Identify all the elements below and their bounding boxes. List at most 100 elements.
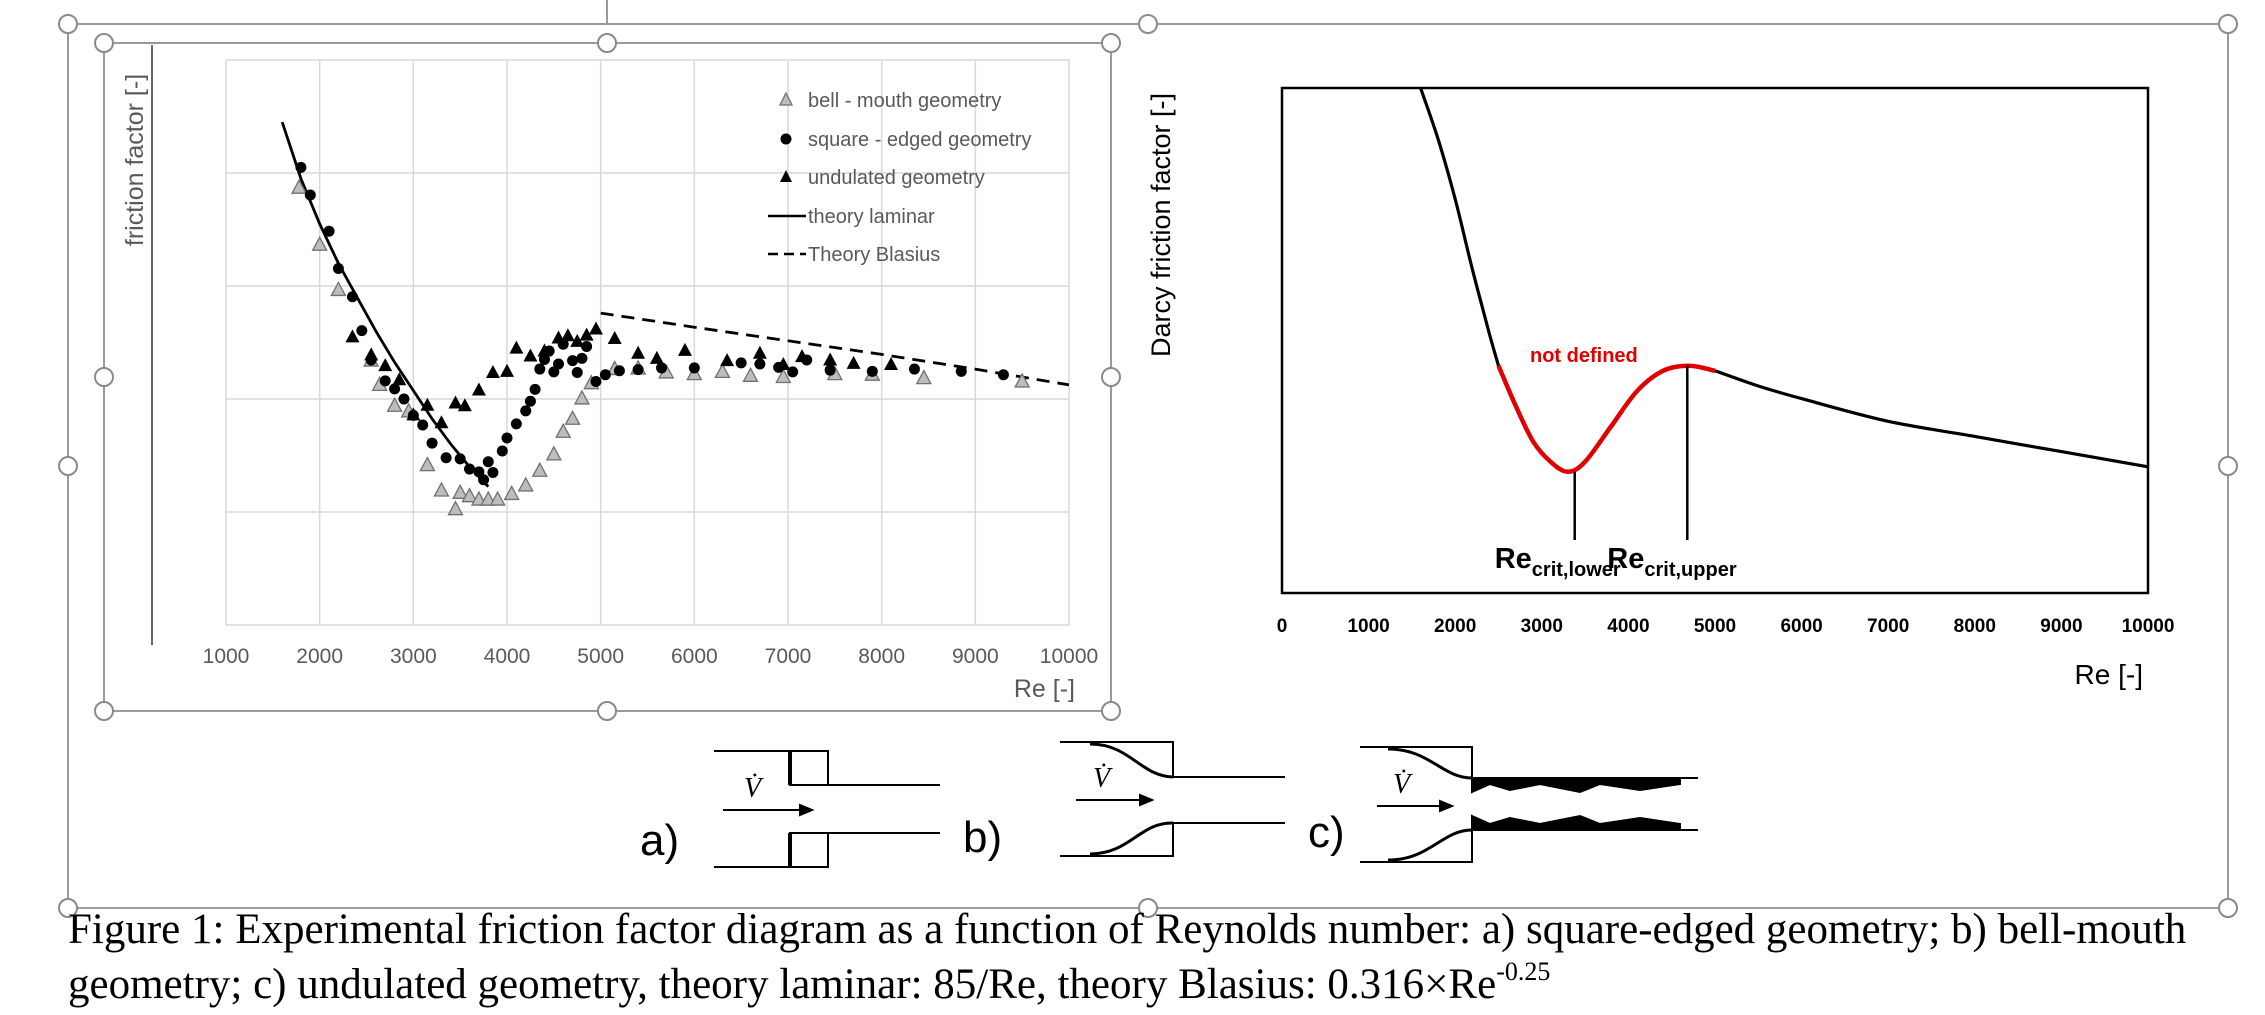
square-edged-data-point	[955, 365, 967, 377]
square-edged-data-point	[581, 340, 593, 352]
resize-handle-bottom-right[interactable]	[2218, 898, 2238, 918]
resize-handle-left[interactable]	[58, 456, 78, 476]
undulated-data-point	[448, 395, 463, 409]
x-tick-label: 2000	[296, 645, 343, 668]
chart-handle-right[interactable]	[1101, 367, 1121, 387]
square-edged-data-point	[534, 363, 546, 375]
bell-mouth-data-point	[452, 483, 469, 499]
square-edged-data-point	[304, 189, 316, 201]
x-tick-labels: 1000 2000 3000 4000 5000 6000 7000 8000 9000 1000…	[203, 645, 1099, 668]
x-tick-label: 6000	[671, 645, 718, 668]
resize-handle-right[interactable]	[2218, 456, 2238, 476]
schematic-b-bell-mouth	[1060, 741, 1285, 857]
resize-handle-bottom[interactable]	[1138, 898, 1158, 918]
square-edged-data-point	[496, 445, 508, 457]
x-tick-label: 5000	[577, 645, 624, 668]
bell-mouth-data-point	[742, 366, 759, 382]
undulated-data-point	[364, 347, 379, 361]
square-edged-data-point	[323, 225, 335, 237]
laminar-theory-line	[280, 121, 490, 488]
square-edged-data-point	[529, 383, 541, 395]
x-axis-label: Re [-]	[2075, 659, 2143, 690]
bell-mouth-data-point	[531, 461, 548, 477]
bell-mouth-data-point	[419, 456, 436, 472]
critical-re-label-main: Re	[1495, 543, 1532, 575]
undulated-data-point	[579, 327, 594, 341]
y-axis-label: friction factor [-]	[121, 74, 149, 246]
x-tick-label: 9000	[2040, 616, 2082, 637]
x-tick-label: 1000	[1347, 616, 1389, 637]
undulated-data-point	[649, 350, 664, 364]
undulated-data-point	[345, 329, 360, 343]
plot-frame	[1280, 86, 2150, 595]
resize-handle-top-right[interactable]	[2218, 14, 2238, 34]
chart-handle-top-right[interactable]	[1101, 33, 1121, 53]
caption-exponent: -0.25	[1496, 957, 1551, 986]
flow-rate-symbol-a: V̇	[744, 773, 764, 804]
square-edged-data-point	[599, 369, 611, 381]
square-edged-data-point	[295, 161, 307, 173]
resize-handle-top[interactable]	[1138, 14, 1158, 34]
square-edged-data-point	[866, 365, 878, 377]
y-axis-label: Darcy friction factor [-]	[1146, 93, 1176, 357]
critical-re-label-subscript: crit,lower	[1532, 559, 1621, 581]
bell-mouth-data-point	[564, 409, 581, 425]
resize-handle-bottom-left[interactable]	[58, 898, 78, 918]
square-edged-data-point	[735, 357, 747, 369]
undulated-data-point	[406, 407, 421, 421]
undulated-data-point	[420, 397, 435, 411]
x-tick-label: 5000	[1694, 616, 1736, 637]
bell-mouth-data-point	[1014, 372, 1031, 388]
undulated-data-point	[795, 349, 810, 363]
undulated-data-point	[471, 382, 486, 396]
x-tick-label: 10000	[1040, 645, 1098, 668]
chart-handle-bottom-right[interactable]	[1101, 701, 1121, 721]
undulated-data-point	[720, 353, 735, 367]
bell-mouth-data-point	[447, 500, 464, 516]
chart-handle-bottom-left[interactable]	[94, 701, 114, 721]
blasius-theory-line	[600, 311, 1070, 387]
x-tick-label: 4000	[1607, 616, 1649, 637]
undulated-data-point	[537, 343, 552, 357]
chart-handle-bottom[interactable]	[597, 701, 617, 721]
square-edged-data-point	[417, 419, 429, 431]
bell-mouth-data-point	[311, 235, 328, 251]
undulated-data-point	[776, 357, 791, 371]
undulated-data-point	[378, 358, 393, 372]
flow-rate-symbol-c: V̇	[1393, 769, 1413, 800]
square-edged-data-point	[464, 463, 476, 475]
chart-handle-left[interactable]	[94, 367, 114, 387]
bell-mouth-data-point	[517, 476, 534, 492]
schematic-b-label: b)	[963, 813, 1002, 862]
left-chart-selection-frame[interactable]	[94, 33, 1121, 721]
square-edged-data-point	[501, 432, 513, 444]
undulated-data-point	[884, 357, 899, 371]
bell-mouth-data-point	[489, 490, 506, 506]
square-edged-data-point	[553, 358, 565, 370]
square-edged-data-point	[510, 418, 522, 430]
outer-selection-frame[interactable]	[58, 0, 2238, 918]
square-edged-data-point	[632, 364, 644, 376]
undulated-data-point	[392, 372, 407, 386]
schematic-a-square-edged	[714, 750, 940, 868]
resize-handle-top-left[interactable]	[58, 14, 78, 34]
undulated-data-point	[588, 321, 603, 335]
chart-handle-top[interactable]	[597, 33, 617, 53]
square-edged-data-point	[356, 325, 368, 337]
undulated-data-point	[509, 340, 524, 354]
square-edged-data-point	[440, 452, 452, 464]
square-edged-data-point	[379, 375, 391, 387]
not-defined-annotation: not defined	[1530, 345, 1638, 367]
undulated-data-point	[752, 345, 767, 359]
square-edged-data-point	[473, 466, 485, 478]
legend-marker-undulated	[780, 170, 792, 182]
undefined-transition-curve	[1496, 363, 1716, 475]
chart-handle-top-left[interactable]	[94, 33, 114, 53]
x-tick-label: 2000	[1434, 616, 1476, 637]
x-tick-label: 8000	[858, 645, 905, 668]
x-tick-label: 3000	[390, 645, 437, 668]
critical-re-label-subscript: crit,upper	[1644, 559, 1736, 581]
bell-mouth-data-point	[915, 369, 932, 385]
friction-curve-segment	[1419, 87, 1501, 367]
